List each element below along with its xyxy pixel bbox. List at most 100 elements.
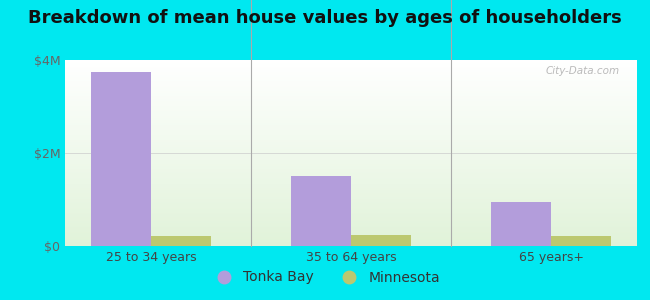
Bar [65,135,637,136]
Bar [65,156,637,157]
Bar [65,119,637,120]
Bar [65,214,637,215]
Bar [65,180,637,181]
Bar [65,137,637,138]
Bar [65,63,637,64]
Bar [65,111,637,112]
Bar [65,87,637,88]
Bar [65,212,637,214]
Bar [65,115,637,116]
Bar [65,157,637,158]
Bar [65,128,637,129]
Bar [65,171,637,172]
Bar [65,140,637,141]
Bar [65,175,637,176]
Bar [65,228,637,229]
Bar [65,113,637,114]
Bar [65,184,637,185]
Bar [65,139,637,140]
Bar [65,116,637,117]
Bar [65,243,637,244]
Bar [65,145,637,146]
Bar [65,200,637,201]
Bar [65,194,637,195]
Bar [65,169,637,170]
Bar [65,79,637,80]
Bar [65,235,637,236]
Bar [65,96,637,97]
Bar [65,133,637,134]
Bar [65,231,637,232]
Bar [65,72,637,73]
Bar [65,126,637,127]
Bar [65,172,637,173]
Bar [151,236,211,246]
Bar [65,88,637,89]
Bar [65,160,637,161]
Bar [65,68,637,69]
Bar [65,97,637,98]
Bar [65,225,637,226]
Bar [65,218,637,219]
Bar [65,76,637,77]
Bar [65,245,637,246]
Bar [351,235,411,246]
Bar [65,207,637,208]
Bar [65,236,637,237]
Bar [65,91,637,92]
Bar [65,109,637,110]
Bar [65,168,637,169]
Bar [65,134,637,135]
Bar [65,211,637,212]
Bar [65,192,637,193]
Bar [65,230,637,231]
Bar [65,174,637,175]
Bar [65,198,637,199]
Bar [65,74,637,75]
Bar [65,217,637,218]
Bar [65,160,637,161]
Bar [551,236,611,246]
Bar [65,238,637,239]
Bar [65,69,637,70]
Bar [65,117,637,118]
Bar [65,138,637,139]
Bar [65,78,637,79]
Bar [65,106,637,107]
Bar [65,94,637,95]
Bar [65,77,637,78]
Bar [65,130,637,131]
Bar [65,129,637,130]
Text: Breakdown of mean house values by ages of householders: Breakdown of mean house values by ages o… [28,9,622,27]
Bar [65,131,637,132]
Bar [65,66,637,67]
Bar [65,238,637,239]
Bar [65,104,637,105]
Bar [65,177,637,178]
Bar [65,221,637,222]
Bar [65,176,637,177]
Bar [65,114,637,115]
Legend: Tonka Bay, Minnesota: Tonka Bay, Minnesota [205,265,445,290]
Bar [65,75,637,76]
Bar [65,142,637,143]
Bar [65,206,637,207]
Bar [65,239,637,240]
Bar [65,148,637,149]
Bar [65,89,637,90]
Bar [65,164,637,165]
Bar [65,190,637,191]
Bar [65,151,637,152]
Bar [65,143,637,144]
Bar [65,90,637,91]
Bar [65,179,637,180]
Bar [65,62,637,63]
Bar [65,103,637,104]
Bar [65,67,637,68]
Bar [65,162,637,163]
Bar [65,153,637,154]
Bar [65,233,637,234]
Bar [65,226,637,227]
Bar [65,240,637,241]
Bar [65,201,637,202]
